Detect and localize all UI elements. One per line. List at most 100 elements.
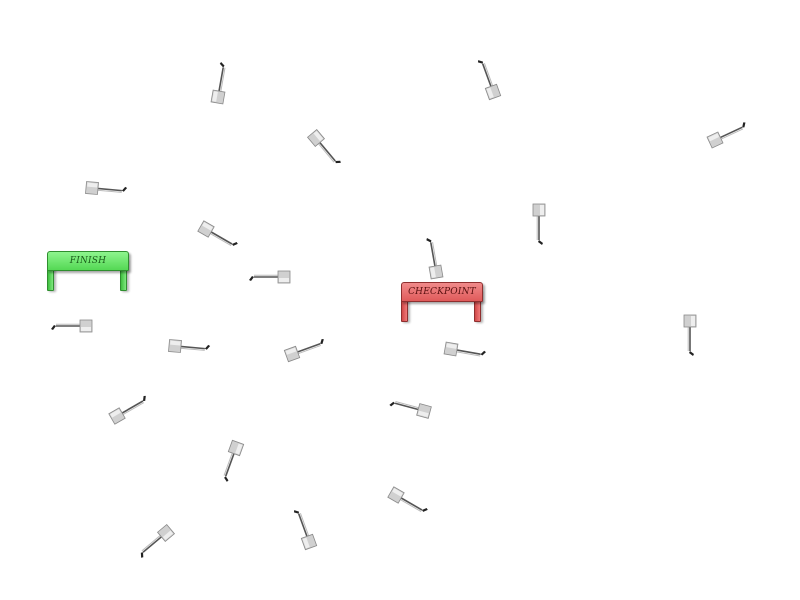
flag-block-highlight — [87, 182, 98, 188]
flag-block — [156, 523, 176, 543]
flag-icon — [210, 62, 226, 105]
flag-icon — [108, 395, 146, 425]
flag-icon — [389, 401, 432, 419]
flag-block-highlight — [486, 87, 494, 99]
checkpoint-gate: CHECKPOINT — [401, 282, 483, 324]
flag-tip — [335, 160, 341, 164]
flag-icon — [168, 339, 211, 353]
flag-icon — [249, 270, 291, 284]
flag-tip — [51, 325, 56, 330]
flag-block-highlight — [417, 410, 429, 418]
flag-block-highlight — [162, 530, 174, 541]
flag-icon — [683, 314, 697, 356]
flag-block-highlight — [212, 91, 218, 102]
flag-block-highlight — [302, 537, 310, 549]
flag-icon — [283, 338, 324, 363]
flag-tip — [689, 351, 694, 356]
finish-gate: FINISH — [47, 251, 129, 293]
flag-pole-shadow — [223, 450, 234, 476]
flag-pole-shadow — [398, 498, 422, 512]
flag-block — [484, 83, 502, 101]
flag-tip — [219, 62, 225, 68]
flag-block — [387, 486, 405, 504]
flag-block-highlight — [170, 340, 181, 346]
flag-pole-shadow — [316, 141, 335, 163]
flag-tip — [249, 276, 254, 281]
flag-block — [283, 345, 301, 363]
flag-tip — [480, 350, 486, 356]
flag-icon — [293, 510, 318, 551]
flag-tip — [231, 242, 238, 246]
flag-pole — [178, 345, 205, 350]
flag-icon — [532, 203, 546, 245]
finish-gate-label: FINISH — [47, 251, 129, 271]
flag-tip — [224, 476, 229, 482]
flag-pole — [481, 63, 493, 89]
flag-block-highlight — [235, 443, 243, 455]
checkpoint-gate-label: CHECKPOINT — [401, 282, 483, 302]
flag-block-highlight — [540, 205, 544, 215]
flag-tip — [426, 238, 432, 243]
flag-block-highlight — [279, 278, 289, 282]
flag-block-highlight — [313, 130, 324, 142]
flag-tip — [389, 401, 396, 407]
flag-pole-shadow — [483, 63, 494, 88]
flag-block-highlight — [430, 267, 436, 278]
flag-pole — [142, 534, 164, 553]
flag-icon — [387, 486, 428, 512]
flag-icon — [443, 341, 486, 357]
flag-tip — [477, 60, 483, 64]
flag-tip — [538, 240, 543, 245]
flag-pole-shadow — [454, 350, 481, 357]
flag-pole-shadow — [432, 242, 438, 268]
flag-icon — [85, 181, 128, 195]
flag-pole — [224, 451, 236, 477]
flag-block-highlight — [392, 488, 403, 497]
flag-block — [306, 128, 326, 148]
flag-block — [108, 407, 126, 425]
flag-icon — [51, 319, 93, 333]
flag-pole — [718, 126, 743, 140]
flag-pole — [399, 496, 423, 511]
flag-pole-shadow — [719, 128, 744, 141]
flag-pole-shadow — [178, 347, 205, 351]
flag-pole-shadow — [299, 513, 310, 538]
flag-tip — [142, 395, 146, 401]
flag-pole-shadow — [208, 232, 232, 246]
flag-block-highlight — [202, 222, 213, 231]
flag-tip — [742, 122, 746, 128]
flag-block — [227, 439, 245, 457]
flag-icon — [197, 220, 238, 246]
flag-pole — [394, 402, 421, 411]
flag-tip — [204, 344, 211, 350]
flag-pole-shadow — [141, 533, 163, 552]
flag-block-highlight — [691, 316, 695, 326]
flag-pole-shadow — [219, 67, 226, 94]
flag-pole — [297, 513, 309, 539]
flag-icon — [223, 439, 245, 482]
flag-pole — [295, 342, 321, 354]
flag-pole — [217, 67, 224, 94]
flag-icon — [140, 523, 176, 558]
flag-block-highlight — [446, 343, 457, 349]
flag-icon — [426, 238, 444, 280]
flag-pole — [317, 140, 336, 162]
flag-tip — [421, 508, 428, 512]
flag-block-highlight — [285, 347, 297, 355]
flag-pole-shadow — [95, 189, 122, 193]
flag-pole-shadow — [296, 344, 321, 355]
flag-block — [197, 220, 215, 238]
flag-tip — [293, 510, 299, 514]
flag-pole — [120, 400, 144, 415]
flag-pole — [454, 348, 481, 355]
flag-pole — [95, 187, 122, 192]
flag-tip — [320, 338, 324, 344]
flag-tip — [140, 552, 144, 558]
flag-block — [300, 533, 318, 551]
flag-block-highlight — [81, 327, 91, 331]
flag-pole-shadow — [395, 401, 421, 409]
flag-icon — [477, 60, 502, 101]
flag-pole-shadow — [121, 402, 145, 416]
flag-icon — [306, 128, 341, 164]
